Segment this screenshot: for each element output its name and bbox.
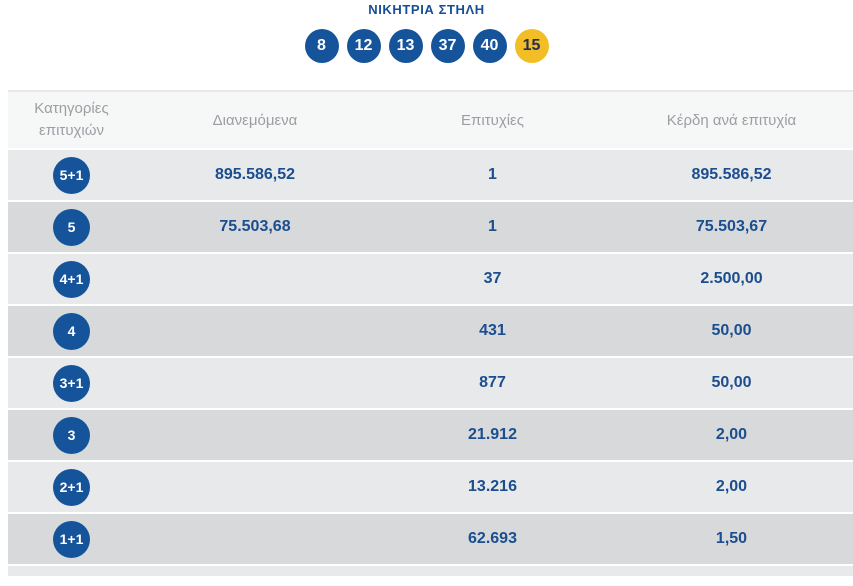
category-badge: 4 [53,312,90,350]
category-badge: 2+1 [53,468,90,506]
header-prize-per-winner: Κέρδη ανά επιτυχία [666,111,797,129]
winning-number-ball: 8 [304,29,339,63]
prize-cell: 2.500,00 [700,270,763,287]
winners-cell: 13.216 [468,478,517,495]
category-cell: 5+1 [8,156,135,194]
category-badge: 5+1 [53,156,90,194]
winners-cell: 431 [479,322,506,339]
table-row: 4 431 50,00 [8,306,853,356]
table-header-row: Κατηγορίες επιτυχιών Διανεμόμενα Επιτυχί… [8,90,853,148]
prize-cell: 2,00 [715,426,748,443]
distributed-cell: 75.503,68 [219,218,291,235]
winners-cell: 1 [488,218,497,235]
winning-numbers-row: 8 12 13 37 40 15 [0,29,853,63]
prize-cell: 2,00 [715,478,748,495]
table-row: 1+1 62.693 1,50 [8,514,853,564]
category-badge: 5 [53,208,90,246]
winning-number-ball: 40 [472,29,507,63]
prize-cell: 75.503,67 [695,218,768,235]
header-distributed: Διανεμόμενα [212,111,298,129]
table-row: 2+1 13.216 2,00 [8,462,853,512]
category-cell: 5 [8,208,135,246]
category-badge: 3 [53,416,90,454]
winners-cell: 1 [488,166,497,183]
table-footer-strip [8,566,853,576]
category-badge: 3+1 [53,364,90,402]
category-cell: 4+1 [8,260,135,298]
distributed-cell: 895.586,52 [214,166,296,183]
category-badge: 1+1 [53,520,90,558]
table-row: 3+1 877 50,00 [8,358,853,408]
table-row: 3 21.912 2,00 [8,410,853,460]
category-cell: 2+1 [8,468,135,506]
header-winners: Επιτυχίες [461,111,524,129]
winning-number-ball: 12 [346,29,381,63]
category-badge: 4+1 [53,260,90,298]
winning-number-ball: 37 [430,29,465,63]
category-cell: 3 [8,416,135,454]
category-cell: 1+1 [8,520,135,558]
winners-cell: 37 [483,270,502,287]
bonus-number-ball: 15 [514,29,549,63]
prize-cell: 50,00 [711,322,752,339]
table-row: 5+1 895.586,52 1 895.586,52 [8,150,853,200]
table-row: 4+1 37 2.500,00 [8,254,853,304]
winners-cell: 877 [479,374,506,391]
prize-cell: 50,00 [711,374,752,391]
winning-number-ball: 13 [388,29,423,63]
category-cell: 3+1 [8,364,135,402]
prize-cell: 1,50 [715,530,748,547]
category-cell: 4 [8,312,135,350]
page-title: ΝΙΚΗΤΡΙΑ ΣΤΗΛΗ [368,2,485,17]
header-category: Κατηγορίες επιτυχιών [34,100,109,139]
winners-cell: 62.693 [468,530,517,547]
prize-cell: 895.586,52 [691,166,772,183]
winners-cell: 21.912 [468,426,517,443]
table-row: 5 75.503,68 1 75.503,67 [8,202,853,252]
prize-table: Κατηγορίες επιτυχιών Διανεμόμενα Επιτυχί… [8,90,853,576]
